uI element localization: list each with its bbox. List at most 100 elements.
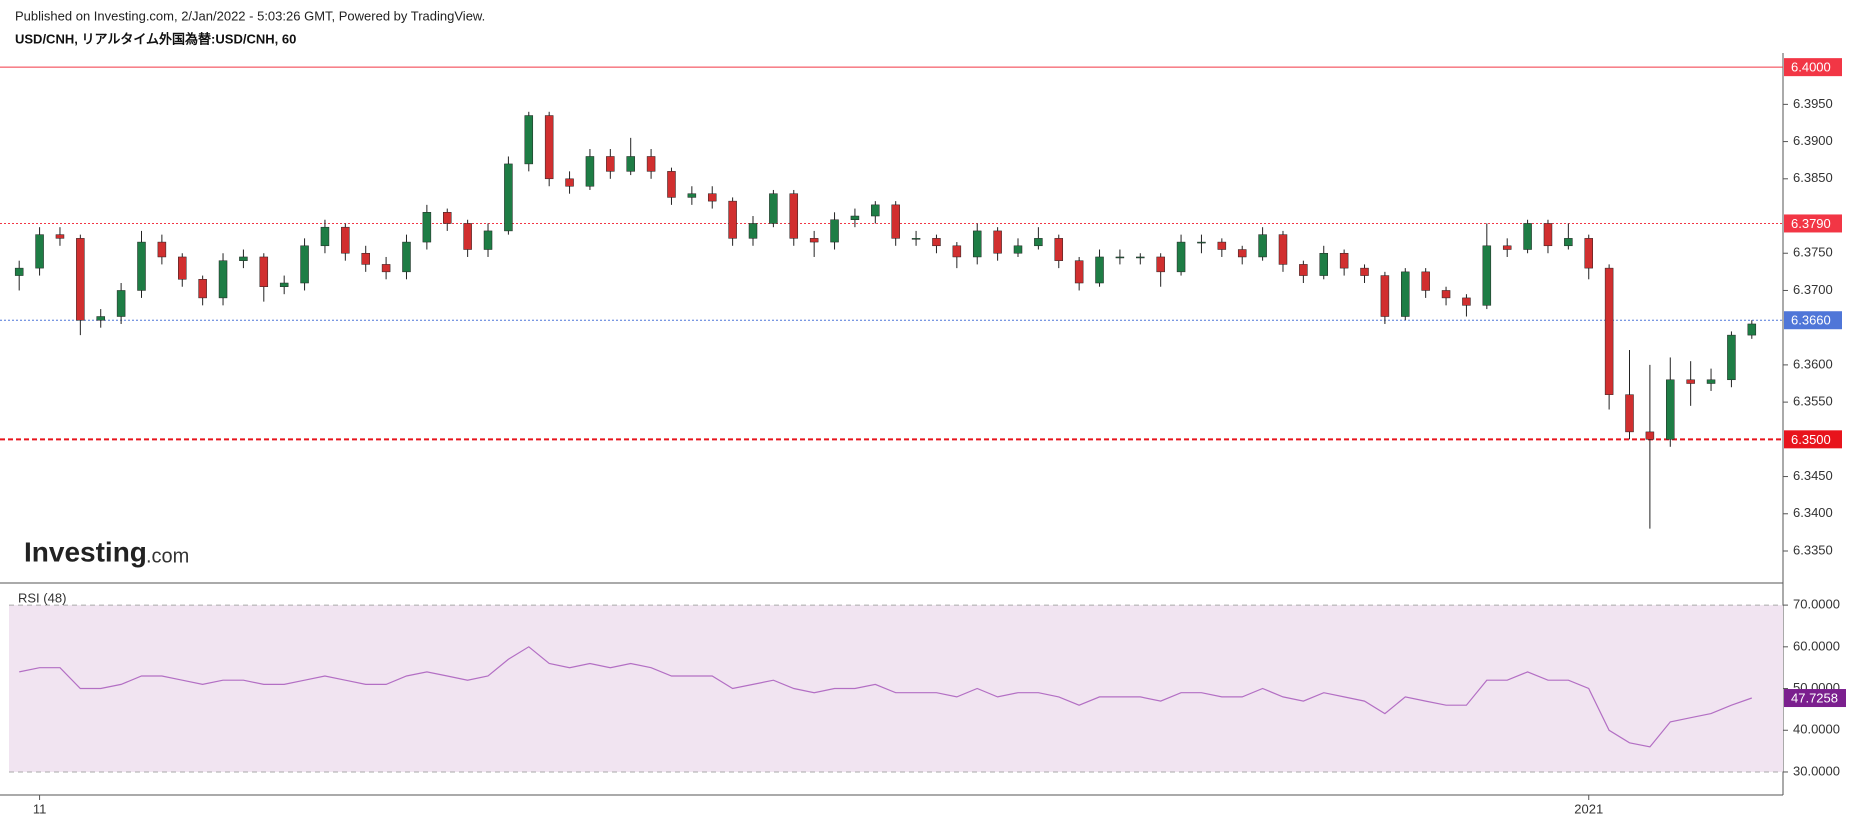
- level-label: 6.4000: [1791, 60, 1831, 75]
- candle-body: [871, 204, 880, 217]
- level-label-box: [1784, 430, 1842, 449]
- candle-body: [1319, 252, 1328, 276]
- candle-body: [1584, 238, 1593, 269]
- candle-body: [1604, 267, 1614, 395]
- candle-body: [1217, 241, 1227, 250]
- candle-body: [157, 241, 167, 258]
- candle-body: [178, 256, 187, 280]
- y-tick-label: 40.0000: [1793, 722, 1840, 737]
- candle-body: [1074, 260, 1084, 284]
- candle-body: [279, 282, 289, 287]
- y-tick-label: 30.0000: [1793, 763, 1840, 778]
- candle-body: [96, 316, 105, 321]
- y-tick-label: 6.3600: [1793, 356, 1833, 371]
- candle-body: [524, 115, 534, 165]
- candle-body: [952, 245, 962, 258]
- candle-body: [850, 215, 860, 220]
- y-tick-label: 6.3450: [1793, 468, 1833, 483]
- level-label: 6.3660: [1791, 313, 1831, 328]
- candle-body: [1706, 379, 1716, 384]
- candle-body: [830, 219, 839, 243]
- level-label: 6.3500: [1791, 432, 1831, 447]
- candle-body: [1747, 323, 1757, 336]
- candle-body: [687, 193, 697, 198]
- candle-body: [1625, 394, 1634, 433]
- candle-body: [1462, 297, 1471, 306]
- candle-body: [1441, 290, 1451, 299]
- candle-body: [55, 234, 65, 239]
- candle-body: [1502, 245, 1512, 250]
- level-label-box: [1784, 58, 1842, 77]
- candle-body: [544, 115, 554, 180]
- candle-body: [1380, 275, 1390, 317]
- candle-body: [1666, 379, 1675, 440]
- logo-suffix: .com: [146, 545, 189, 567]
- candle-body: [402, 241, 411, 273]
- candle-body: [361, 252, 370, 265]
- candle-body: [1258, 234, 1267, 258]
- candle-body: [463, 223, 472, 250]
- candle-body: [646, 156, 656, 172]
- candle-body: [667, 171, 676, 198]
- candle-body: [1360, 267, 1369, 276]
- candle-body: [483, 230, 493, 250]
- x-tick-label: 2021: [1574, 801, 1603, 816]
- candle-body: [1156, 256, 1165, 273]
- candle-body: [1727, 334, 1736, 381]
- candle-body: [911, 238, 921, 240]
- y-tick-label: 6.3750: [1793, 245, 1833, 260]
- candle-body: [1197, 241, 1206, 244]
- y-tick-label: 6.3900: [1793, 133, 1833, 148]
- candle-body: [972, 230, 982, 258]
- rsi-line: [19, 646, 1752, 748]
- candle-body: [1523, 223, 1532, 250]
- candle-body: [1095, 256, 1104, 284]
- candle-body: [137, 241, 146, 291]
- y-tick-label: 60.0000: [1793, 638, 1840, 653]
- candle-body: [1115, 256, 1125, 259]
- logo-main: Investing: [24, 536, 147, 567]
- level-label: 6.3790: [1791, 216, 1831, 231]
- candle-body: [14, 267, 24, 276]
- symbol-title: USD/CNH, リアルタイム外国為替:USD/CNH, 60: [15, 31, 296, 46]
- candle-body: [76, 238, 85, 321]
- level-label-box: [1784, 311, 1842, 330]
- last-value-box: [1784, 689, 1846, 708]
- candle-body: [300, 245, 309, 284]
- candle-body: [218, 260, 228, 299]
- candle-body: [932, 238, 941, 247]
- y-tick-label: 6.3700: [1793, 282, 1833, 297]
- y-tick-label: 6.3350: [1793, 542, 1833, 557]
- level-label-box: [1784, 214, 1842, 233]
- y-tick-label: 6.3850: [1793, 170, 1833, 185]
- candle-body: [422, 212, 432, 243]
- candle-body: [1054, 238, 1064, 261]
- candle-body: [1136, 256, 1145, 259]
- candle-body: [626, 156, 635, 172]
- published-note: Published on Investing.com, 2/Jan/2022 -…: [15, 8, 485, 23]
- candle-body: [1237, 249, 1247, 258]
- candle-body: [1686, 379, 1695, 384]
- candle-body: [341, 226, 350, 254]
- candle-body: [35, 234, 44, 269]
- x-tick-label: 11: [33, 801, 47, 816]
- candle-body: [606, 156, 615, 172]
- candle-body: [504, 163, 513, 232]
- y-tick-label: 6.3950: [1793, 96, 1833, 111]
- candle-body: [1013, 245, 1023, 254]
- last-value-label: 47.7258: [1791, 690, 1838, 705]
- candle-body: [1482, 245, 1492, 306]
- candle-body: [1034, 238, 1043, 247]
- candle-body: [198, 279, 207, 299]
- candle-body: [116, 290, 126, 317]
- candle-body: [443, 212, 452, 224]
- rsi-band: [9, 605, 1783, 772]
- candle-body: [707, 193, 717, 202]
- candle-body: [809, 238, 819, 243]
- candle-body: [1401, 271, 1410, 317]
- rsi-title: RSI (48): [18, 590, 66, 605]
- candle-body: [1645, 431, 1655, 440]
- candle-body: [381, 264, 391, 273]
- candle-body: [239, 256, 248, 261]
